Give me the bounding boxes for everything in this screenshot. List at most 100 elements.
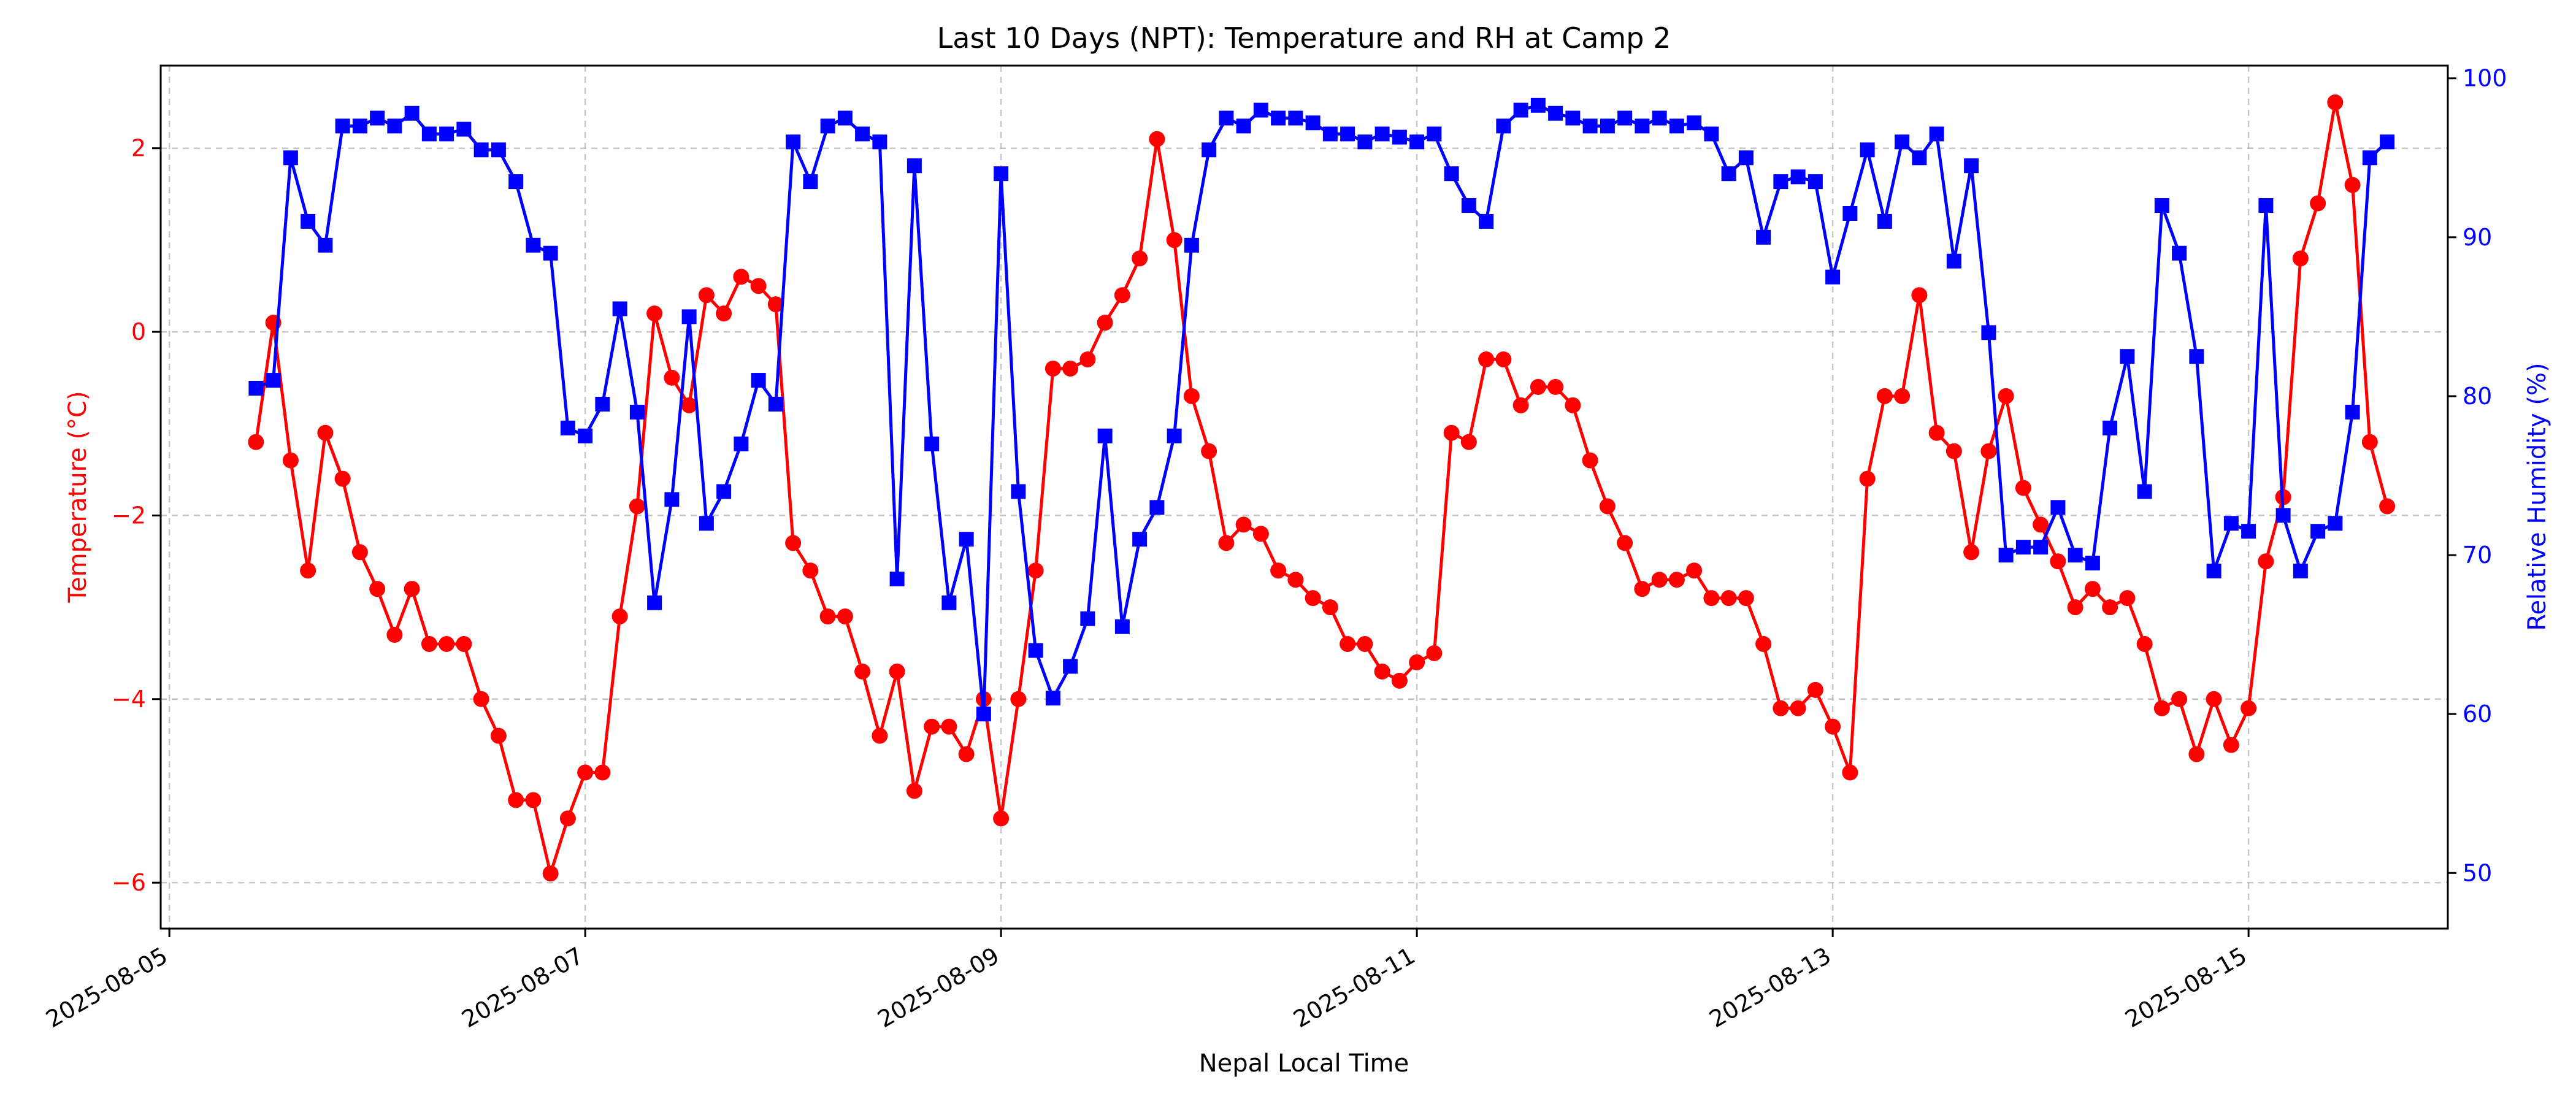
temperature-point — [300, 562, 316, 579]
humidity-point — [1513, 102, 1528, 118]
humidity-point — [301, 213, 316, 229]
temperature-point — [2050, 553, 2066, 570]
y-left-axis-label: Temperature (°C) — [64, 391, 92, 603]
humidity-point — [491, 142, 506, 158]
temperature-point — [2327, 94, 2344, 110]
temperature-point — [456, 635, 472, 652]
x-tick-label: 2025-08-05 — [41, 942, 172, 1033]
temperature-point — [1807, 681, 1823, 698]
humidity-point — [387, 118, 402, 134]
humidity-point — [1063, 659, 1078, 674]
temperature-point — [1027, 562, 1044, 579]
temperature-point — [1443, 424, 1460, 441]
temperature-point — [2084, 581, 2101, 597]
temperature-point — [1426, 645, 1443, 661]
temperature-point — [1582, 452, 1598, 469]
temperature-point — [1374, 663, 1390, 680]
y-right-tick-label: 70 — [2463, 542, 2492, 569]
temperature-point — [664, 369, 680, 386]
humidity-point — [1895, 134, 1910, 150]
temperature-point — [1252, 526, 1269, 542]
humidity-point — [1479, 213, 1494, 229]
humidity-point — [1912, 150, 1927, 166]
humidity-point — [612, 301, 627, 316]
temperature-point — [1634, 581, 1650, 597]
temperature-point — [1894, 388, 1911, 404]
temperature-point — [1859, 470, 1876, 487]
humidity-point — [1444, 166, 1459, 182]
humidity-point — [2154, 198, 2169, 213]
temperature-point — [2379, 498, 2396, 515]
humidity-line — [255, 104, 2388, 716]
temperature-point — [1478, 351, 1495, 367]
temperature-point — [767, 296, 784, 313]
humidity-point — [1219, 110, 1234, 126]
series-layer — [248, 94, 2396, 882]
temperature-point — [1045, 360, 1061, 377]
temperature-point — [2292, 250, 2309, 267]
temperature-point — [2206, 691, 2222, 707]
temperature-point — [577, 764, 594, 781]
temperature-point — [2102, 599, 2118, 616]
temperature-point — [1738, 590, 1754, 607]
humidity-point — [1704, 126, 1719, 142]
humidity-point — [2137, 484, 2152, 499]
humidity-point — [1669, 118, 1684, 134]
humidity-point — [716, 484, 732, 499]
temperature-point — [2119, 590, 2136, 607]
x-tick-label: 2025-08-09 — [873, 942, 1003, 1033]
temperature-point — [750, 278, 767, 294]
humidity-point — [1548, 105, 1563, 121]
y-right-axis-label: Relative Humidity (%) — [2523, 362, 2551, 631]
temperature-point — [802, 562, 819, 579]
temperature-point — [473, 691, 489, 707]
temperature-point — [1149, 131, 1165, 147]
humidity-point — [2120, 349, 2135, 364]
humidity-point — [2206, 563, 2221, 578]
humidity-point — [1964, 158, 1979, 174]
humidity-point — [2293, 563, 2308, 578]
x-tick-label: 2025-08-11 — [1289, 942, 1419, 1033]
humidity-point — [1253, 102, 1268, 118]
temperature-point — [439, 635, 455, 652]
temperature-point — [1755, 635, 1772, 652]
humidity-point — [1149, 500, 1165, 515]
humidity-point — [924, 436, 940, 451]
temperature-point — [1114, 287, 1130, 304]
temperature-point — [2188, 746, 2205, 762]
humidity-point — [1427, 126, 1442, 142]
humidity-point — [855, 126, 870, 142]
temperature-point — [1686, 562, 1703, 579]
temperature-point — [559, 810, 576, 827]
humidity-point — [734, 436, 749, 451]
temperature-point — [941, 718, 957, 735]
temperature-point — [1340, 635, 1356, 652]
y-right-tick-label: 60 — [2463, 700, 2492, 727]
humidity-point — [1080, 611, 1095, 626]
x-tick-label: 2025-08-15 — [2120, 942, 2251, 1033]
humidity-point — [1582, 118, 1598, 134]
temperature-point — [1547, 378, 1564, 395]
humidity-point — [1738, 150, 1754, 166]
humidity-series — [248, 98, 2395, 722]
temperature-point — [1062, 360, 1079, 377]
temperature-point — [2033, 516, 2049, 533]
temperature-point — [1945, 443, 1962, 459]
temperature-point — [508, 792, 524, 808]
temperature-point — [317, 424, 334, 441]
temperature-point — [2258, 553, 2274, 570]
humidity-point — [2015, 540, 2031, 555]
humidity-point — [578, 428, 593, 443]
humidity-point — [2189, 349, 2204, 364]
humidity-point — [681, 309, 697, 324]
humidity-point — [1374, 126, 1390, 142]
humidity-point — [335, 118, 350, 134]
humidity-point — [508, 174, 524, 190]
humidity-point — [629, 404, 645, 420]
temperature-point — [1183, 388, 1200, 404]
humidity-point — [543, 245, 558, 261]
humidity-point — [2310, 524, 2326, 539]
humidity-point — [647, 595, 662, 610]
y-left-tick-label: −4 — [112, 686, 146, 713]
humidity-point — [1635, 118, 1650, 134]
